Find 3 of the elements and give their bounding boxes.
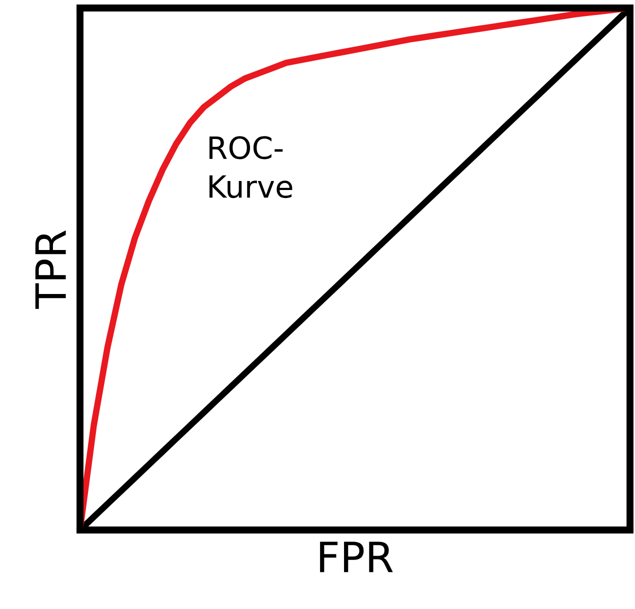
- x-axis-title: FPR: [320, 542, 393, 572]
- annotation: ROC- Kurve: [210, 136, 292, 198]
- y-axis-title: TPR: [35, 230, 66, 309]
